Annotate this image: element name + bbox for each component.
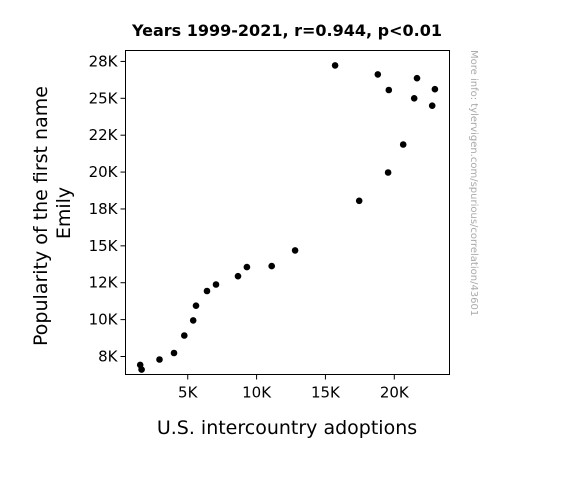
y-tick-label-6: 20K	[89, 163, 119, 181]
data-points	[136, 62, 439, 373]
data-point-9	[212, 281, 220, 288]
y-tick-label-4: 15K	[89, 237, 119, 255]
y-tick-label-9: 28K	[89, 52, 119, 70]
x-axis-label: U.S. intercountry adoptions	[157, 417, 417, 439]
chart-title: Years 1999-2021, r=0.944, p<0.01	[131, 21, 442, 40]
data-point-7	[192, 302, 200, 310]
x-axis-ticks: 5K 10K 15K 20K	[178, 374, 410, 402]
data-point-4	[170, 349, 178, 357]
plot-frame	[125, 50, 450, 375]
y-axis-label-line-2: Emily	[53, 187, 75, 239]
watermark-text: More info: tylervigen.com/spurious/corre…	[468, 50, 479, 316]
y-tick-label-1: 8K	[98, 348, 119, 366]
y-tick-label-3: 12K	[89, 274, 119, 292]
x-tick-label-3: 15K	[311, 384, 341, 402]
data-point-17	[384, 169, 392, 176]
x-tick-label-1: 5K	[178, 384, 199, 402]
y-axis-ticks: 8K 10K 12K 15K 18K 20K 22K 25K 28K	[89, 52, 126, 366]
data-point-10	[234, 272, 242, 280]
y-axis-label: Popularity of the first name Emily	[30, 80, 75, 346]
y-axis-label-line-1: Popularity of the first name	[30, 86, 52, 346]
x-tick-label-4: 20K	[380, 384, 410, 402]
data-point-2	[138, 366, 145, 373]
data-point-11	[243, 263, 251, 271]
data-point-20	[410, 95, 418, 102]
y-tick-label-2: 10K	[89, 311, 119, 329]
data-point-5	[181, 332, 188, 339]
data-point-8	[203, 287, 211, 295]
data-point-21	[413, 74, 421, 82]
y-tick-label-8: 25K	[89, 89, 119, 107]
data-point-16	[374, 71, 382, 78]
y-tick-label-7: 22K	[89, 126, 119, 144]
data-point-19	[399, 141, 407, 148]
x-tick-label-2: 10K	[242, 384, 272, 402]
data-point-15	[355, 197, 363, 205]
data-point-12	[268, 262, 276, 270]
data-point-18	[385, 86, 393, 94]
data-point-23	[431, 85, 439, 93]
data-point-13	[291, 247, 299, 254]
y-tick-label-5: 18K	[89, 200, 119, 218]
data-point-14	[331, 62, 339, 69]
data-point-6	[189, 317, 197, 324]
data-point-22	[428, 102, 436, 109]
data-point-3	[156, 356, 163, 363]
